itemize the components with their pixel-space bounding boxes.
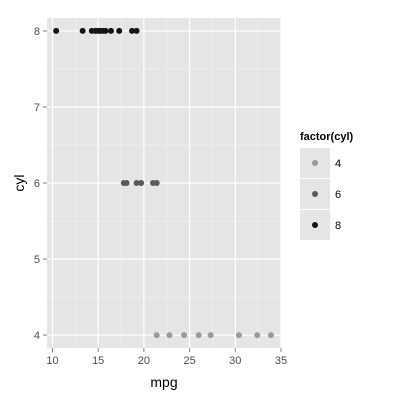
legend: factor(cyl) 4 6 8 xyxy=(300,131,354,240)
data-point-cyl-6 xyxy=(138,180,145,186)
legend-swatch xyxy=(312,160,318,166)
data-point-cyl-4 xyxy=(254,332,261,339)
data-point-cyl-6 xyxy=(123,180,130,186)
y-axis: 4 5 6 7 8 xyxy=(34,26,47,342)
legend-label: 4 xyxy=(335,158,341,170)
data-point-cyl-4 xyxy=(207,332,214,339)
x-tick-label: 10 xyxy=(46,355,58,367)
data-point-cyl-4 xyxy=(153,332,160,339)
data-point-cyl-4 xyxy=(181,332,188,339)
data-point-cyl-8 xyxy=(129,27,136,34)
data-point-cyl-6 xyxy=(153,180,160,186)
y-tick-label: 7 xyxy=(34,102,40,114)
data-point-cyl-4 xyxy=(235,332,242,339)
legend-title: factor(cyl) xyxy=(300,131,354,143)
data-point-cyl-6 xyxy=(133,180,140,186)
y-axis-title: cyl xyxy=(11,174,27,191)
data-point-cyl-4 xyxy=(267,332,274,339)
x-tick-label: 20 xyxy=(138,355,150,367)
legend-label: 8 xyxy=(335,220,341,232)
data-point-cyl-8 xyxy=(102,27,109,34)
x-tick-label: 30 xyxy=(229,355,241,367)
data-points xyxy=(53,27,274,339)
x-tick-label: 35 xyxy=(275,355,287,367)
x-tick-label: 15 xyxy=(92,355,104,367)
data-point-cyl-8 xyxy=(53,27,60,34)
legend-label: 6 xyxy=(335,189,341,201)
data-point-cyl-4 xyxy=(166,332,173,339)
legend-swatch xyxy=(312,222,318,228)
y-tick-label: 5 xyxy=(34,254,40,266)
data-point-cyl-4 xyxy=(195,332,202,339)
y-tick-label: 6 xyxy=(34,178,40,190)
data-point-cyl-8 xyxy=(116,27,123,34)
major-gridlines xyxy=(47,18,282,348)
data-point-cyl-8 xyxy=(79,27,86,34)
y-tick-label: 4 xyxy=(34,330,40,342)
x-axis-title: mpg xyxy=(150,374,177,390)
x-axis: 10 15 20 25 30 35 xyxy=(46,348,287,367)
legend-swatch xyxy=(312,191,318,197)
data-point-cyl-8 xyxy=(107,27,114,34)
x-tick-label: 25 xyxy=(183,355,195,367)
data-point-cyl-8 xyxy=(133,27,140,34)
y-tick-label: 8 xyxy=(34,26,40,38)
